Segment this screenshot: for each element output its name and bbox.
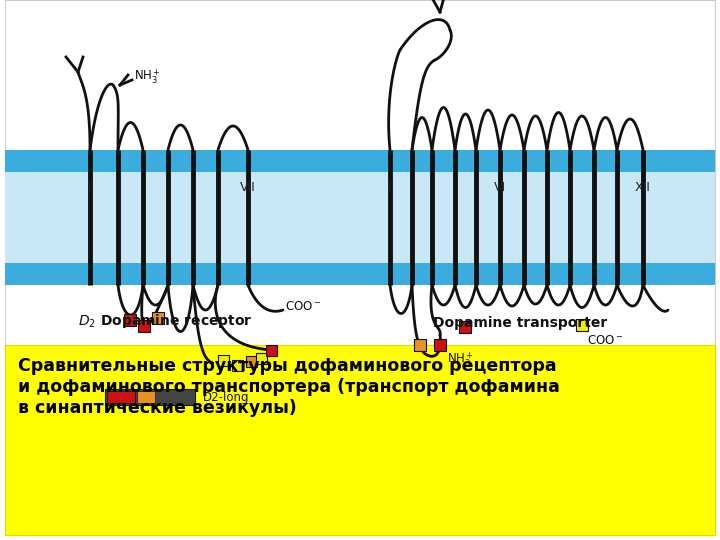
Bar xyxy=(5,150,715,172)
Bar xyxy=(107,391,135,403)
Bar xyxy=(124,314,136,326)
Bar xyxy=(138,320,150,332)
Bar xyxy=(5,150,715,285)
Bar xyxy=(137,391,155,403)
Bar xyxy=(232,360,243,370)
Text: Dopamine transporter: Dopamine transporter xyxy=(433,316,607,330)
Text: $D_2$ Dopamine receptor: $D_2$ Dopamine receptor xyxy=(78,312,252,330)
Bar xyxy=(256,353,266,363)
Text: COO$^-$: COO$^-$ xyxy=(587,334,624,347)
Bar xyxy=(152,312,164,324)
Text: I: I xyxy=(88,181,92,194)
Text: D2-long: D2-long xyxy=(203,390,250,403)
Text: VI: VI xyxy=(494,181,506,194)
Bar xyxy=(576,319,588,331)
Bar xyxy=(217,354,228,366)
Bar xyxy=(266,345,276,355)
Bar xyxy=(5,263,715,285)
Text: NH$_3^+$: NH$_3^+$ xyxy=(447,350,474,369)
Text: VII: VII xyxy=(240,181,256,194)
Text: COO$^-$: COO$^-$ xyxy=(285,300,321,314)
Text: Сравнительные структуры дофаминового рецептора
и дофаминового транспортера (тран: Сравнительные структуры дофаминового рец… xyxy=(18,357,560,416)
Bar xyxy=(5,0,715,345)
Text: NH$_3^+$: NH$_3^+$ xyxy=(134,68,161,86)
Bar xyxy=(414,339,426,351)
Text: XII: XII xyxy=(635,181,651,194)
Text: I: I xyxy=(388,181,392,194)
Bar xyxy=(434,339,446,351)
Bar xyxy=(105,389,195,405)
Bar xyxy=(459,321,471,333)
Bar xyxy=(5,345,715,535)
Bar xyxy=(246,355,256,367)
